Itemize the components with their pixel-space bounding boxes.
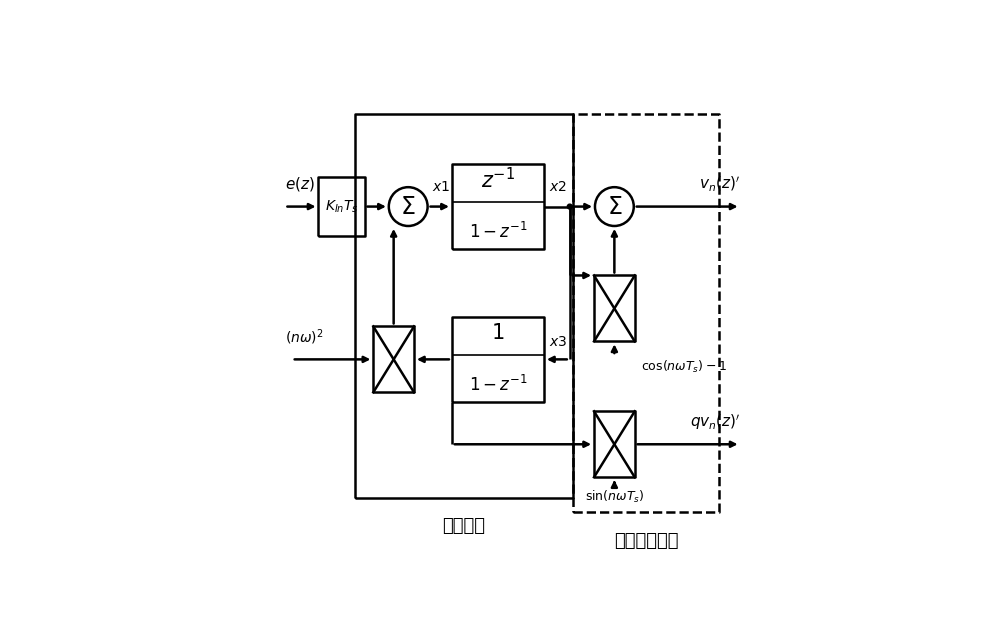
Text: 双积分器: 双积分器 — [442, 517, 485, 535]
Text: $qv_n(z)'$: $qv_n(z)'$ — [690, 413, 740, 432]
Text: $\cos(n\omega T_s)-1$: $\cos(n\omega T_s)-1$ — [641, 358, 726, 375]
Text: $x2$: $x2$ — [549, 180, 567, 195]
Text: $z^{-1}$: $z^{-1}$ — [481, 168, 515, 193]
Text: $1-z^{-1}$: $1-z^{-1}$ — [469, 375, 527, 394]
Text: $1-z^{-1}$: $1-z^{-1}$ — [469, 222, 527, 242]
Text: $e(z)$: $e(z)$ — [285, 175, 314, 193]
Text: 相位校验模块: 相位校验模块 — [614, 532, 678, 549]
Text: $K_{In}T_s$: $K_{In}T_s$ — [325, 198, 358, 215]
Text: $x3$: $x3$ — [549, 335, 567, 349]
Text: $1$: $1$ — [491, 323, 505, 343]
Text: $(n\omega)^2$: $(n\omega)^2$ — [285, 328, 323, 347]
Text: $\Sigma$: $\Sigma$ — [400, 195, 416, 219]
Text: $v_n(z)'$: $v_n(z)'$ — [699, 174, 740, 193]
Text: $x1$: $x1$ — [432, 180, 451, 195]
Circle shape — [567, 204, 572, 209]
Text: $\Sigma$: $\Sigma$ — [607, 195, 622, 219]
Text: $\sin(n\omega T_s)$: $\sin(n\omega T_s)$ — [585, 490, 644, 505]
